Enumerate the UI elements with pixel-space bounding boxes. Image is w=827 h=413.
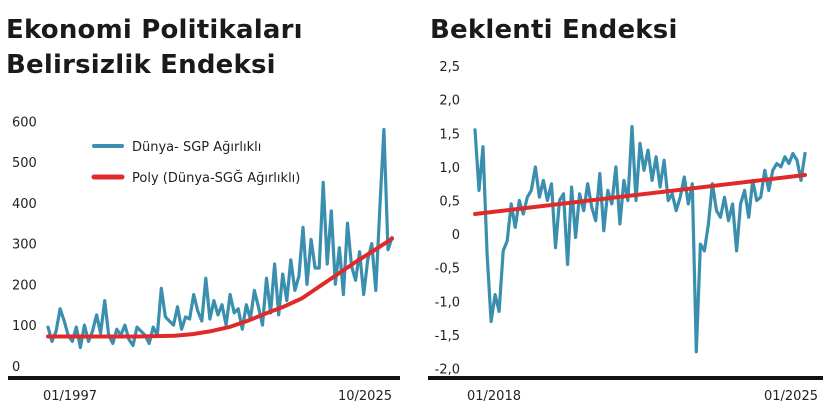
x-axis-line: [8, 376, 400, 380]
x-tick-label: 10/2025: [338, 389, 392, 404]
chart-panel-left: 0 100 200 300 400 500 600 01/1997 10/2025 Dünya- …: [0, 0, 400, 413]
y-tick-label: 300: [12, 238, 37, 253]
legend-label: Dünya- SGP Ağırlıklı: [132, 140, 261, 155]
y-tick-label: -2,0: [435, 363, 460, 378]
y-tick-label: 2,0: [439, 94, 460, 109]
y-tick-label: 0,5: [439, 195, 460, 210]
chart-panel-right: 2,5 2,0 1,5 1,0 0,5 0 -0,5 -1,0 -1,5 -2,0 01/2018 0…: [424, 0, 827, 413]
y-tick-label: -1,0: [435, 295, 460, 310]
x-axis-line: [428, 376, 823, 380]
y-tick-label: 500: [12, 156, 37, 171]
legend-label: Poly (Dünya-SGĞ Ağırlıklı): [132, 170, 300, 186]
y-tick-label: 0: [12, 360, 20, 375]
x-tick-label: 01/1997: [43, 389, 97, 404]
y-tick-label: 400: [12, 197, 37, 212]
trend-line: [46, 236, 394, 339]
series-line: [473, 124, 807, 354]
y-tick-label: 0: [452, 228, 460, 243]
expectations-chart: 2,5 2,0 1,5 1,0 0,5 0 -0,5 -1,0 -1,5 -2,0 01/2018 0…: [428, 60, 823, 404]
y-tick-label: 1,5: [439, 127, 460, 142]
chart-title: Beklenti Endeksi: [430, 15, 678, 45]
trend-line: [473, 173, 807, 216]
chart-title-line-1: Ekonomi Politikaları: [6, 15, 303, 45]
y-tick-label: 2,5: [439, 60, 460, 75]
y-tick-label: -0,5: [435, 262, 460, 277]
y-tick-label: 200: [12, 278, 37, 293]
y-tick-label: 100: [12, 319, 37, 334]
y-tick-label: 1,0: [439, 161, 460, 176]
chart-title-line-2: Belirsizlik Endeksi: [6, 50, 276, 80]
x-tick-label: 01/2025: [764, 389, 818, 404]
y-tick-label: 600: [12, 115, 37, 130]
epu-chart: 0 100 200 300 400 500 600 01/1997 10/2025 Dünya- …: [8, 115, 400, 404]
series-line: [46, 127, 394, 350]
y-tick-label: -1,5: [435, 329, 460, 344]
x-tick-label: 01/2018: [467, 389, 521, 404]
